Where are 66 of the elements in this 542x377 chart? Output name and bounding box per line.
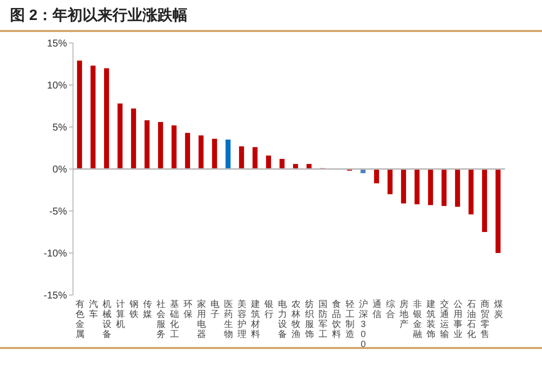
x-tick-label: 传媒: [142, 299, 152, 319]
x-tick-label: 汽车: [88, 299, 98, 319]
x-tick-label: 非银金融: [412, 299, 422, 339]
x-tick-label: 医药生物: [224, 299, 233, 339]
bar: [442, 169, 447, 206]
x-tick-label: 计算机: [116, 299, 125, 329]
x-tick-label: 环保: [183, 299, 192, 319]
bar: [131, 108, 136, 169]
x-tick-label: 银行: [263, 299, 274, 319]
x-tick-label: 建筑材料: [250, 299, 260, 339]
bar: [496, 169, 501, 253]
x-tick-label: 纺织服饰: [304, 299, 314, 339]
x-tick-label: 综合: [386, 299, 395, 319]
bar: [172, 125, 177, 169]
x-tick-label: 商贸零售: [480, 299, 490, 339]
x-tick-label: 美容护理: [236, 299, 246, 339]
bar: [90, 66, 96, 169]
bar: [239, 146, 244, 169]
y-tick-label: -15%: [44, 290, 68, 302]
bar: [212, 138, 218, 169]
y-tick-label: 15%: [46, 38, 68, 50]
bar: [468, 169, 474, 214]
x-tick-label: 交通运输: [440, 299, 449, 339]
bar: [401, 169, 406, 204]
y-tick-label: 10%: [46, 80, 68, 92]
y-tick-label: 5%: [52, 122, 68, 134]
bar: [374, 169, 380, 184]
chart-title: 图 2：年初以来行业涨跌幅: [10, 6, 188, 25]
x-tick-label: 有色金属: [75, 299, 84, 339]
x-tick-label: 机械设备: [102, 299, 112, 339]
x-tick-label: 沪深300: [358, 299, 368, 349]
bar: [185, 132, 190, 169]
bar: [482, 169, 488, 232]
bar: [144, 120, 150, 169]
x-tick-label: 基础化工: [168, 299, 179, 339]
x-tick-label: 石油石化: [466, 299, 476, 339]
bar: [414, 169, 420, 204]
x-tick-label: 钢铁: [128, 299, 138, 319]
x-tick-label: 通信: [372, 299, 382, 319]
x-tick-label: 社会服务: [156, 299, 166, 339]
bar: [266, 156, 272, 169]
x-tick-label: 食品饮料: [330, 299, 341, 339]
bar: [428, 169, 434, 206]
x-tick-label: 农林牧渔: [290, 299, 300, 339]
bar: [158, 122, 164, 169]
bar: [388, 169, 393, 194]
x-tick-label: 公用事业: [453, 299, 462, 339]
y-tick-label: -10%: [44, 248, 68, 260]
bar: [226, 140, 231, 169]
bar: [104, 68, 110, 169]
x-tick-label: 电子: [210, 299, 220, 319]
x-tick-label: 家用电器: [196, 299, 206, 339]
x-tick-label: 国防军工: [318, 299, 328, 339]
x-tick-label: 房地产: [398, 299, 408, 329]
bar: [198, 135, 204, 169]
x-tick-label: 煤炭: [494, 299, 503, 319]
y-tick-label: 0%: [52, 164, 68, 176]
x-tick-label: 电力设备: [278, 299, 287, 339]
y-tick-label: -5%: [49, 206, 68, 218]
x-tick-label: 轻工制造: [345, 299, 354, 339]
bar: [280, 158, 285, 169]
bar: [118, 103, 123, 169]
bar: [77, 60, 82, 169]
bar: [455, 169, 460, 207]
x-tick-label: 建筑装饰: [425, 299, 436, 339]
bar: [252, 147, 258, 169]
